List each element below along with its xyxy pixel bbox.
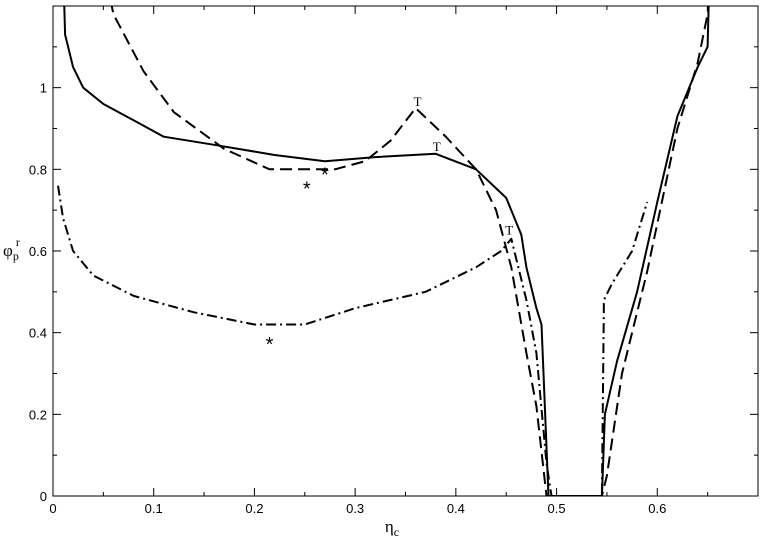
series-line-dash-dot <box>57 185 649 496</box>
series-line-solid <box>63 6 710 496</box>
x-tick-label: 0.5 <box>548 501 566 516</box>
y-tick-label: 0 <box>40 489 47 504</box>
y-tick-label: 0.4 <box>29 326 47 341</box>
series-line-dashed <box>110 6 709 496</box>
x-tick-label: 0 <box>49 501 56 516</box>
star-marker: * <box>266 334 274 356</box>
series-group <box>57 6 710 496</box>
y-tick-label: 0.2 <box>29 407 47 422</box>
y-tick-label: 0.6 <box>29 244 47 259</box>
x-tick-label: 0.4 <box>447 501 465 516</box>
transition-marker: T <box>414 94 422 109</box>
y-axis-label: φpr <box>3 235 20 263</box>
transition-marker: T <box>433 139 441 154</box>
x-tick-label: 0.2 <box>245 501 263 516</box>
x-tick-label: 0.6 <box>648 501 666 516</box>
x-axis-label: ηc <box>385 517 399 539</box>
x-tick-label: 0.1 <box>145 501 163 516</box>
y-axis-ticks: 0 0.2 0.4 0.6 0.8 1 <box>29 46 758 504</box>
star-marker: * <box>321 164 329 186</box>
y-tick-label: 1 <box>40 81 47 96</box>
y-tick-label: 0.8 <box>29 162 47 177</box>
star-marker: * <box>303 179 311 201</box>
transition-marker: T <box>505 223 513 238</box>
x-tick-label: 0.3 <box>346 501 364 516</box>
annotations-group: T T T * * * <box>266 94 514 356</box>
x-axis-ticks: 0 0.1 0.2 0.3 0.4 0.5 0.6 <box>49 6 709 516</box>
